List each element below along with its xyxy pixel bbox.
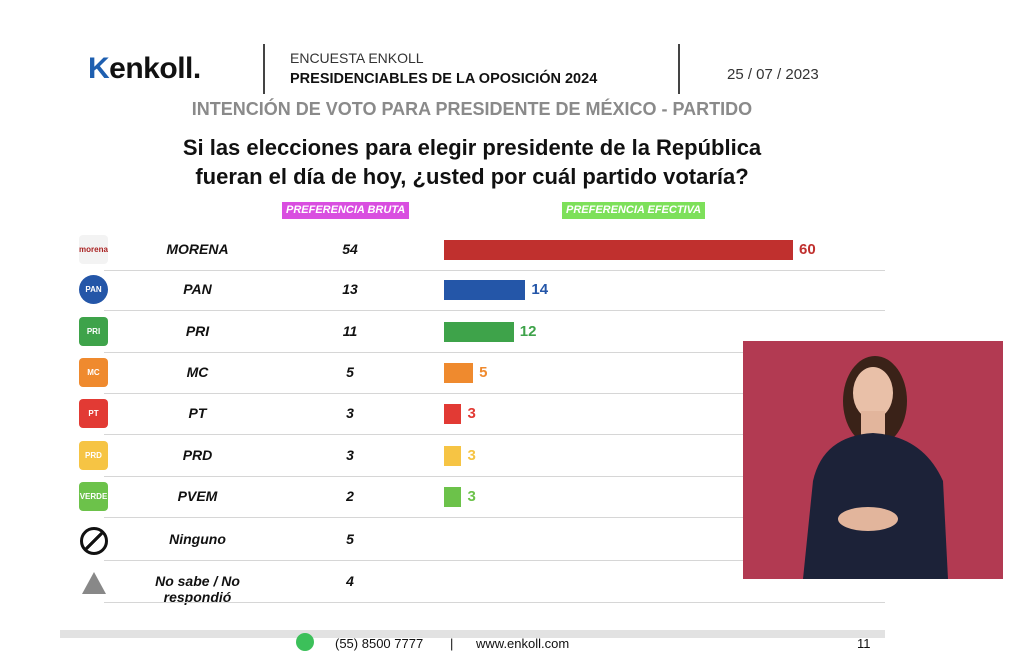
party-label: PVEM xyxy=(177,488,218,504)
enkoll-logo: Kenkoll. xyxy=(88,52,201,85)
party-logo-morena-icon: morena xyxy=(79,235,108,264)
bruta-value: 5 xyxy=(346,531,354,547)
ninguno-icon xyxy=(80,527,108,555)
whatsapp-icon xyxy=(296,633,314,651)
efectiva-bar xyxy=(444,322,514,342)
survey-date: 25 / 07 / 2023 xyxy=(727,66,819,83)
bruta-value: 11 xyxy=(342,323,358,339)
row-separator xyxy=(104,352,885,353)
page-number: 11 xyxy=(857,636,871,651)
efectiva-bar xyxy=(444,363,474,383)
bruta-value: 13 xyxy=(342,281,358,297)
efectiva-value: 14 xyxy=(531,281,549,298)
party-label: PRD xyxy=(182,447,213,463)
question-line: fueran el día de hoy, ¿usted por cuál pa… xyxy=(195,164,749,189)
bruta-value: 5 xyxy=(346,364,354,380)
question: Si las elecciones para elegir presidente… xyxy=(0,133,944,191)
bruta-value: 3 xyxy=(346,447,354,463)
party-label: MORENA xyxy=(166,241,229,257)
party-logo-mc-icon: MC xyxy=(79,358,108,387)
row-separator xyxy=(104,476,885,477)
footer xyxy=(60,630,885,664)
row-separator xyxy=(104,310,885,311)
party-logo-pt-icon: PT xyxy=(79,399,108,428)
bruta-value: 54 xyxy=(342,241,358,257)
efectiva-bar xyxy=(444,280,526,300)
website-link[interactable]: www.enkoll.com xyxy=(476,636,570,651)
party-label: PAN xyxy=(183,281,212,297)
efectiva-value: 3 xyxy=(467,405,476,422)
efectiva-value: 5 xyxy=(479,364,488,381)
bruta-value: 3 xyxy=(346,405,354,421)
divider xyxy=(678,44,680,94)
row-separator xyxy=(104,560,885,561)
question-line: Si las elecciones para elegir presidente… xyxy=(182,135,762,160)
efectiva-value: 60 xyxy=(799,241,816,258)
phone: (55) 8500 7777 xyxy=(335,636,424,651)
party-logo-prd-icon: PRD xyxy=(79,441,108,470)
row-separator xyxy=(104,393,885,394)
header-bruta: PREFERENCIA BRUTA xyxy=(282,202,410,219)
efectiva-value: 3 xyxy=(467,447,476,464)
party-logo-pan-icon: PAN xyxy=(79,275,108,304)
sign-language-interpreter-video xyxy=(743,341,1003,579)
efectiva-bar xyxy=(444,240,793,260)
row-separator xyxy=(104,434,885,435)
row-separator xyxy=(104,270,885,271)
bruta-value: 2 xyxy=(346,488,354,504)
efectiva-value: 3 xyxy=(467,488,476,505)
party-logo-pri-icon: PRI xyxy=(79,317,108,346)
bruta-value: 4 xyxy=(346,573,354,589)
interpreter-figure xyxy=(803,356,948,579)
party-label: Ninguno xyxy=(169,531,226,547)
survey-title: PRESIDENCIABLES DE LA OPOSICIÓN 2024 xyxy=(290,71,598,87)
party-label: MC xyxy=(186,364,209,380)
question-icon xyxy=(82,572,106,594)
row-separator xyxy=(104,602,885,603)
efectiva-value: 12 xyxy=(519,323,537,340)
row-separator xyxy=(104,517,885,518)
party-label: PRI xyxy=(185,323,210,339)
party-label: PT xyxy=(188,405,207,421)
party-logo-pvem-icon: VERDE xyxy=(79,482,108,511)
footer-separator: | xyxy=(450,636,454,651)
efectiva-bar xyxy=(444,404,462,424)
chart-subtitle: INTENCIÓN DE VOTO PARA PRESIDENTE DE MÉX… xyxy=(191,99,753,119)
divider xyxy=(263,44,265,94)
survey-label: ENCUESTA ENKOLL xyxy=(290,50,424,66)
efectiva-bar xyxy=(444,446,462,466)
efectiva-bar xyxy=(444,487,462,507)
party-label: No sabe / No respondió xyxy=(155,573,240,605)
header-efectiva: PREFERENCIA EFECTIVA xyxy=(562,202,706,219)
